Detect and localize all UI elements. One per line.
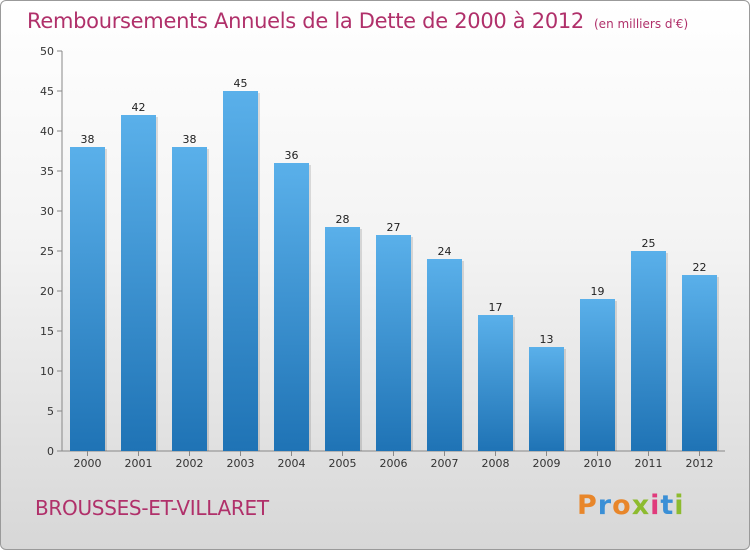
commune-name: BROUSSES-ET-VILLARET: [35, 496, 269, 520]
bar: [325, 227, 360, 451]
bar: [70, 147, 105, 451]
logo-letter: t: [660, 490, 675, 521]
bar-value-label: 42: [132, 101, 146, 114]
proxiti-logo[interactable]: Proxiti: [577, 490, 685, 521]
bar-value-label: 25: [642, 237, 656, 250]
x-tick-label: 2004: [278, 457, 306, 470]
bar-value-label: 24: [438, 245, 452, 258]
bar-value-label: 45: [234, 77, 248, 90]
bar-value-label: 17: [489, 301, 503, 314]
bar: [223, 91, 258, 451]
x-tick-label: 2012: [686, 457, 714, 470]
bar: [274, 163, 309, 451]
y-tick-label: 10: [40, 365, 54, 378]
bar: [682, 275, 717, 451]
bar: [172, 147, 207, 451]
x-tick-label: 2009: [533, 457, 561, 470]
bar-value-label: 38: [183, 133, 197, 146]
bar-value-label: 19: [591, 285, 605, 298]
bar: [376, 235, 411, 451]
x-tick-label: 2010: [584, 457, 612, 470]
y-tick-label: 5: [47, 405, 54, 418]
bar-value-label: 13: [540, 333, 554, 346]
x-tick-label: 2008: [482, 457, 510, 470]
y-tick-label: 15: [40, 325, 54, 338]
bar-value-label: 36: [285, 149, 299, 162]
y-tick-label: 30: [40, 205, 54, 218]
bar: [427, 259, 462, 451]
chart-title-unit: (en milliers d'€): [594, 17, 689, 31]
x-tick-label: 2002: [176, 457, 204, 470]
x-tick-label: 2007: [431, 457, 459, 470]
logo-letter: r: [597, 490, 613, 521]
y-tick-label: 45: [40, 85, 54, 98]
chart-title-main: Remboursements Annuels de la Dette de 20…: [27, 9, 584, 33]
x-tick-label: 2003: [227, 457, 255, 470]
chart-labels: 38 2000 42 2001 38 2002 45 2003 36 2004 28 2005 27 20…: [74, 77, 714, 470]
chart-title: Remboursements Annuels de la Dette de 20…: [27, 9, 688, 33]
y-tick-label: 50: [40, 45, 54, 58]
y-tick-label: 20: [40, 285, 54, 298]
bar: [580, 299, 615, 451]
x-tick-label: 2000: [74, 457, 102, 470]
logo-letter: x: [631, 490, 651, 521]
bar: [478, 315, 513, 451]
bar-value-label: 28: [336, 213, 350, 226]
bar: [631, 251, 666, 451]
x-tick-label: 2001: [125, 457, 153, 470]
bar-value-label: 27: [387, 221, 401, 234]
bar: [121, 115, 156, 451]
y-tick-label: 0: [47, 445, 54, 458]
logo-letter: i: [674, 490, 685, 521]
bar-value-label: 22: [693, 261, 707, 274]
logo-letter: i: [650, 490, 661, 521]
logo-letter: o: [612, 490, 632, 521]
chart-bars: [70, 91, 719, 451]
logo-letter: P: [577, 490, 598, 521]
x-tick-label: 2005: [329, 457, 357, 470]
bar-value-label: 38: [81, 133, 95, 146]
x-tick-label: 2006: [380, 457, 408, 470]
bar: [529, 347, 564, 451]
y-tick-label: 40: [40, 125, 54, 138]
y-tick-label: 35: [40, 165, 54, 178]
y-tick-label: 25: [40, 245, 54, 258]
x-tick-label: 2011: [635, 457, 663, 470]
